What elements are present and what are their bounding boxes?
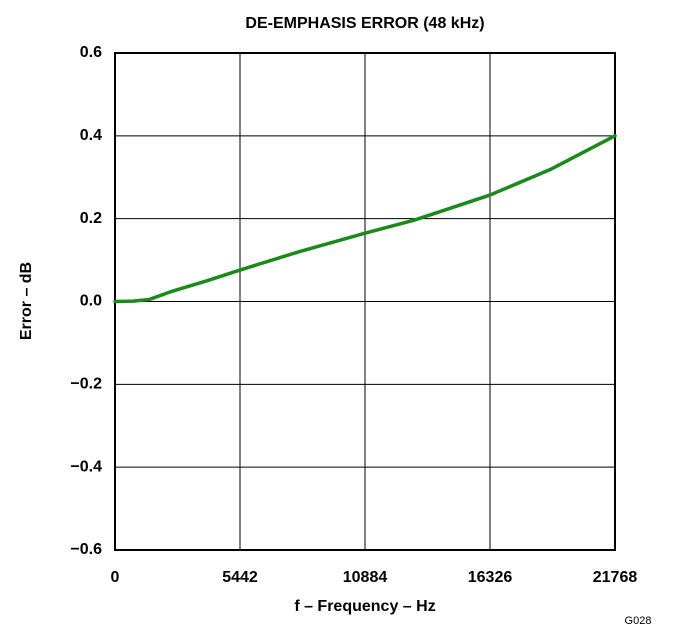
x-tick-label: 5442 bbox=[222, 569, 258, 586]
chart-title: DE-EMPHASIS ERROR (48 kHz) bbox=[245, 15, 484, 32]
x-tick-label: 10884 bbox=[343, 569, 388, 586]
y-tick-label: 0.2 bbox=[80, 210, 102, 227]
y-axis-label: Error – dB bbox=[18, 262, 35, 340]
y-tick-label: −0.6 bbox=[70, 541, 102, 558]
figure-code: G028 bbox=[625, 615, 652, 627]
x-axis-label: f – Frequency – Hz bbox=[294, 598, 435, 615]
y-tick-label: −0.4 bbox=[70, 458, 102, 475]
x-tick-label: 16326 bbox=[468, 569, 513, 586]
x-tick-label: 21768 bbox=[593, 569, 638, 586]
y-tick-label: 0.6 bbox=[80, 44, 102, 61]
y-tick-label: −0.2 bbox=[70, 376, 102, 393]
y-tick-label: 0.0 bbox=[80, 293, 102, 310]
data-line bbox=[113, 134, 617, 304]
y-tick-label: 0.4 bbox=[80, 127, 102, 144]
x-tick-label: 0 bbox=[111, 569, 120, 586]
